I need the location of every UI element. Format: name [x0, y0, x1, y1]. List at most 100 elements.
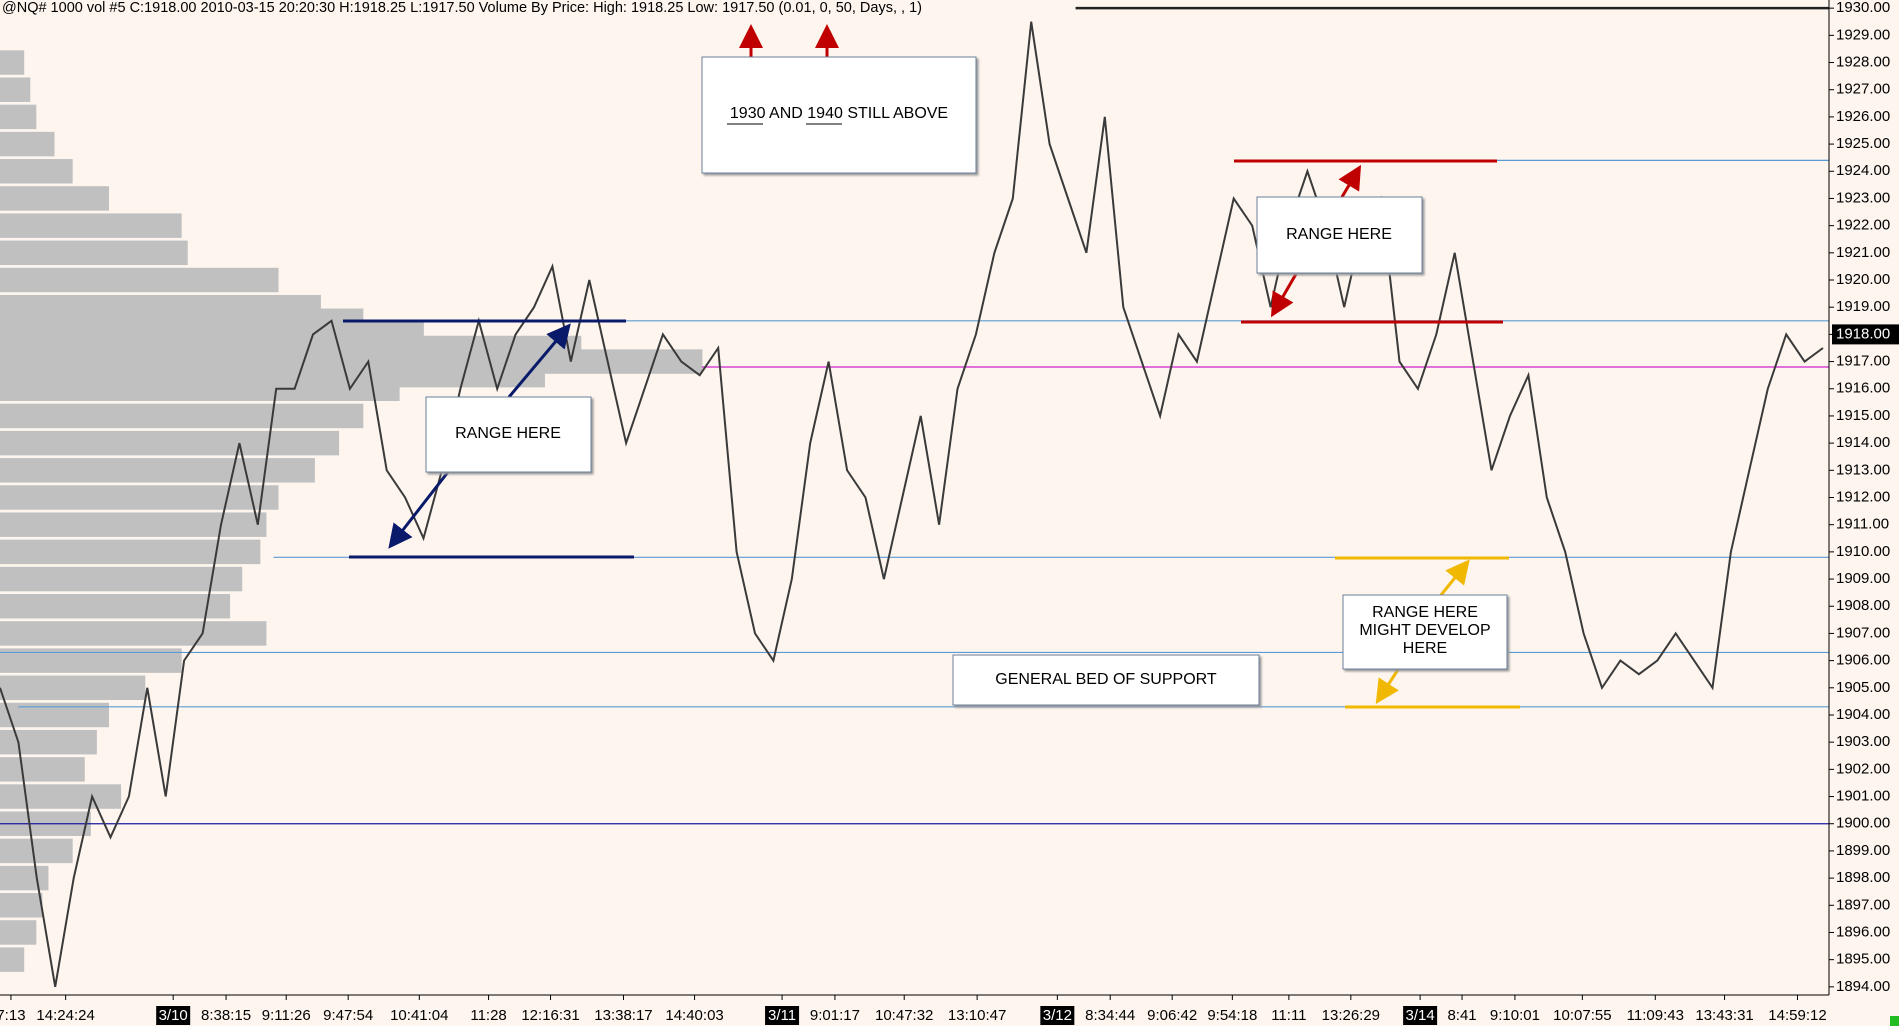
x-tick-label: 11:11: [1271, 1007, 1306, 1024]
x-tick-label: 8:41: [1447, 1007, 1476, 1024]
profile-bar: [0, 104, 37, 130]
y-tick-label: 1913.00: [1836, 461, 1890, 478]
x-tick-label: 14:24:24: [36, 1007, 94, 1024]
y-tick-label: 1894.00: [1836, 978, 1890, 995]
profile-bar: [0, 920, 37, 945]
note-text: MIGHT DEVELOP: [1359, 622, 1490, 639]
y-tick-label: 1914.00: [1836, 434, 1890, 451]
y-tick-label: 1924.00: [1836, 162, 1890, 179]
note-text: HERE: [1403, 640, 1447, 657]
y-tick-label: 1917.00: [1836, 353, 1890, 370]
profile-bar: [0, 430, 340, 456]
y-tick-label: 1899.00: [1836, 842, 1890, 859]
note-box: [952, 654, 1260, 706]
y-tick-label: 1904.00: [1836, 706, 1890, 723]
profile-bar: [0, 512, 267, 537]
arrow: [507, 323, 571, 398]
profile-bar: [0, 403, 364, 429]
date-marker: [156, 1006, 191, 1025]
profile-bar: [0, 186, 109, 211]
note-text: GENERAL BED OF SUPPORT: [995, 671, 1217, 688]
x-tick-label: 13:38:17: [594, 1007, 652, 1024]
y-tick-label: 1919.00: [1836, 298, 1890, 315]
profile-bar: [0, 267, 279, 293]
profile-bar: [0, 213, 182, 238]
x-tick-label: 13:26:29: [1322, 1007, 1380, 1024]
x-tick-label: 7:13: [0, 1007, 26, 1024]
x-tick-label: 9:10:01: [1490, 1007, 1540, 1024]
profile-bar: [0, 675, 146, 701]
y-tick-label: 1912.00: [1836, 488, 1890, 505]
y-tick-label: 1909.00: [1836, 570, 1890, 587]
arrow: [388, 471, 450, 549]
profile-bar: [0, 757, 85, 782]
y-tick-label: 1903.00: [1836, 733, 1890, 750]
profile-bar: [0, 893, 43, 918]
note-box: [701, 56, 977, 174]
profile-bar: [0, 485, 279, 510]
status-indicator: [1890, 1016, 1899, 1026]
profile-bar: [0, 376, 400, 401]
range-lines: [343, 159, 1520, 709]
profile-bar: [0, 865, 49, 891]
profile-bar: [0, 458, 315, 483]
x-tick-label: 3/14: [1406, 1007, 1435, 1024]
profile-bar: [0, 594, 231, 619]
y-tick-label: 1927.00: [1836, 81, 1890, 98]
note-text: RANGE HERE: [1372, 604, 1478, 621]
profile-bar: [0, 784, 122, 809]
profile-bar: [0, 50, 25, 75]
y-tick-label: 1896.00: [1836, 923, 1890, 940]
y-tick-label: 1900.00: [1836, 815, 1890, 832]
x-tick-label: 9:54:18: [1207, 1007, 1257, 1024]
y-tick-label: 1897.00: [1836, 896, 1890, 913]
y-tick-label: 1922.00: [1836, 217, 1890, 234]
profile-bar: [0, 539, 261, 565]
y-tick-label: 1898.00: [1836, 869, 1890, 886]
arrow: [1270, 273, 1298, 318]
profile-bar: [0, 159, 73, 184]
y-tick-label: 1910.00: [1836, 543, 1890, 560]
arrow: [1375, 667, 1401, 705]
y-tick-label: 1926.00: [1836, 108, 1890, 125]
y-tick-label: 1906.00: [1836, 652, 1890, 669]
y-tick-label: 1928.00: [1836, 53, 1890, 70]
last-price-label: 1918.00: [1836, 325, 1890, 342]
y-tick-label: 1920.00: [1836, 271, 1890, 288]
y-tick-label: 1905.00: [1836, 679, 1890, 696]
date-marker: [1403, 1006, 1438, 1025]
x-tick-label: 3/10: [159, 1007, 188, 1024]
profile-bar: [0, 131, 55, 157]
date-marker: [765, 1006, 800, 1025]
profile-bar: [0, 240, 188, 266]
x-tick-label: 13:10:47: [948, 1007, 1006, 1024]
x-tick-label: 10:41:04: [390, 1007, 448, 1024]
x-tick-label: 11:09:43: [1627, 1007, 1684, 1024]
x-tick-label: 10:07:55: [1553, 1007, 1611, 1024]
y-tick-label: 1911.00: [1836, 516, 1889, 533]
x-tick-label: 8:38:15: [201, 1007, 251, 1024]
x-tick-label: 9:06:42: [1147, 1007, 1197, 1024]
x-tick-label: 3/12: [1043, 1007, 1072, 1024]
notes: 1930 AND 1940 STILL ABOVE RANGE HERE RAN…: [425, 56, 1508, 706]
profile-bar: [0, 838, 73, 864]
x-tick-label: 9:01:17: [810, 1007, 860, 1024]
profile-bar: [0, 621, 267, 646]
note-text: 1930 AND 1940 STILL ABOVE: [730, 105, 948, 122]
arrow: [1439, 559, 1470, 596]
note-text: RANGE HERE: [455, 425, 561, 442]
y-tick-label: 1921.00: [1836, 244, 1890, 261]
x-tick-label: 14:40:03: [665, 1007, 723, 1024]
volume-profile: [0, 50, 703, 972]
note-box: [1256, 196, 1423, 274]
profile-bar: [0, 77, 31, 102]
x-tick-label: 9:11:26: [262, 1007, 311, 1024]
profile-bar: [0, 947, 25, 972]
x-tick-label: 3/11: [768, 1007, 796, 1024]
y-tick-label: 1915.00: [1836, 407, 1890, 424]
y-tick-label: 1901.00: [1836, 788, 1890, 805]
y-tick-label: 1916.00: [1836, 380, 1890, 397]
arrow: [1338, 164, 1362, 198]
